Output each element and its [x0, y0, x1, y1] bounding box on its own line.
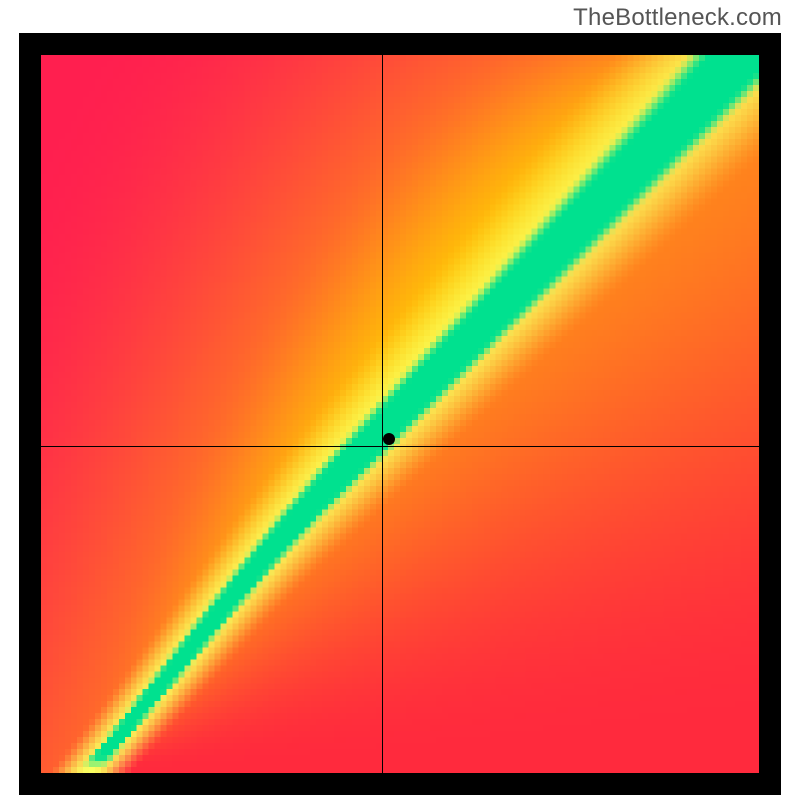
watermark-text: TheBottleneck.com [573, 4, 782, 32]
bottleneck-heatmap [41, 55, 759, 773]
chart-container: TheBottleneck.com [0, 0, 800, 800]
crosshair-vertical [382, 55, 383, 773]
crosshair-horizontal [41, 446, 759, 447]
